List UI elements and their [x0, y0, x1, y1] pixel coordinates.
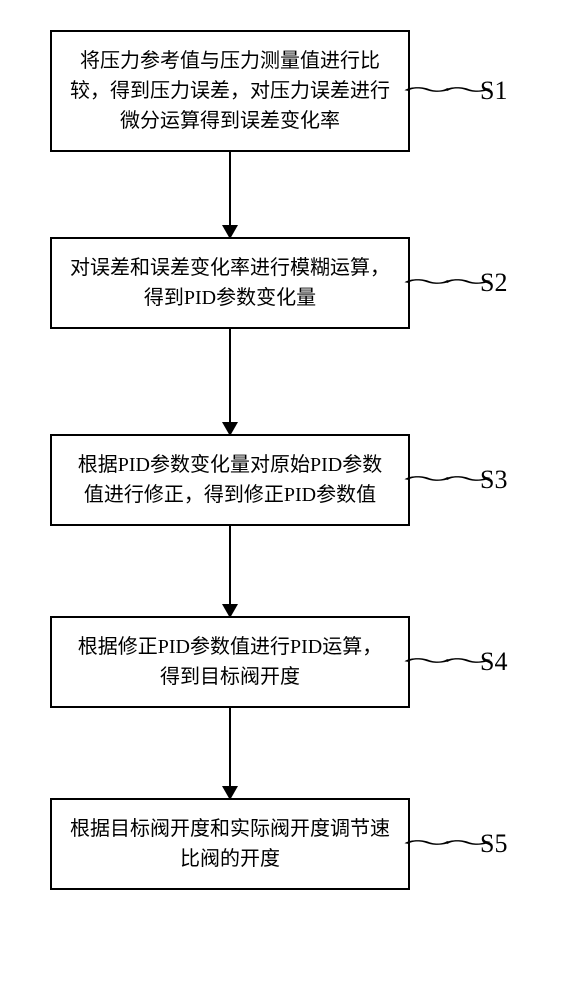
step-text: 根据修正PID参数值进行PID运算，得到目标阀开度 [78, 636, 382, 688]
step-text: 根据PID参数变化量对原始PID参数值进行修正，得到修正PID参数值 [78, 454, 382, 506]
step-label-s3: S3 [480, 465, 507, 495]
arrow [229, 152, 231, 237]
arrow-shaft [229, 526, 231, 616]
step-row: 根据PID参数变化量对原始PID参数值进行修正，得到修正PID参数值 〜〜 S3 [50, 434, 538, 526]
arrow-wrap [50, 152, 410, 237]
step-row: 根据修正PID参数值进行PID运算，得到目标阀开度 〜〜 S4 [50, 616, 538, 708]
step-text: 根据目标阀开度和实际阀开度调节速比阀的开度 [70, 818, 390, 870]
arrow [229, 526, 231, 616]
arrow-shaft [229, 708, 231, 798]
step-label-s5: S5 [480, 829, 507, 859]
step-box-s4: 根据修正PID参数值进行PID运算，得到目标阀开度 [50, 616, 410, 708]
arrow-wrap [50, 526, 410, 616]
step-text: 将压力参考值与压力测量值进行比较，得到压力误差，对压力误差进行微分运算得到误差变… [70, 50, 390, 132]
step-box-s1: 将压力参考值与压力测量值进行比较，得到压力误差，对压力误差进行微分运算得到误差变… [50, 30, 410, 152]
arrow-wrap [50, 708, 410, 798]
step-row: 将压力参考值与压力测量值进行比较，得到压力误差，对压力误差进行微分运算得到误差变… [50, 30, 538, 152]
connector-tilde: 〜〜 [402, 83, 481, 100]
arrow-shaft [229, 329, 231, 434]
arrow [229, 329, 231, 434]
step-label-s1: S1 [480, 76, 507, 106]
flowchart-container: 将压力参考值与压力测量值进行比较，得到压力误差，对压力误差进行微分运算得到误差变… [50, 30, 538, 890]
step-label-s2: S2 [480, 268, 507, 298]
arrow-wrap [50, 329, 410, 434]
step-box-s5: 根据目标阀开度和实际阀开度调节速比阀的开度 [50, 798, 410, 890]
step-row: 对误差和误差变化率进行模糊运算，得到PID参数变化量 〜〜 S2 [50, 237, 538, 329]
step-box-s3: 根据PID参数变化量对原始PID参数值进行修正，得到修正PID参数值 [50, 434, 410, 526]
connector-tilde: 〜〜 [402, 275, 481, 292]
step-text: 对误差和误差变化率进行模糊运算，得到PID参数变化量 [70, 257, 390, 309]
connector-tilde: 〜〜 [402, 654, 481, 671]
step-label-s4: S4 [480, 647, 507, 677]
step-box-s2: 对误差和误差变化率进行模糊运算，得到PID参数变化量 [50, 237, 410, 329]
connector-tilde: 〜〜 [402, 472, 481, 489]
connector-tilde: 〜〜 [402, 836, 481, 853]
arrow [229, 708, 231, 798]
step-row: 根据目标阀开度和实际阀开度调节速比阀的开度 〜〜 S5 [50, 798, 538, 890]
